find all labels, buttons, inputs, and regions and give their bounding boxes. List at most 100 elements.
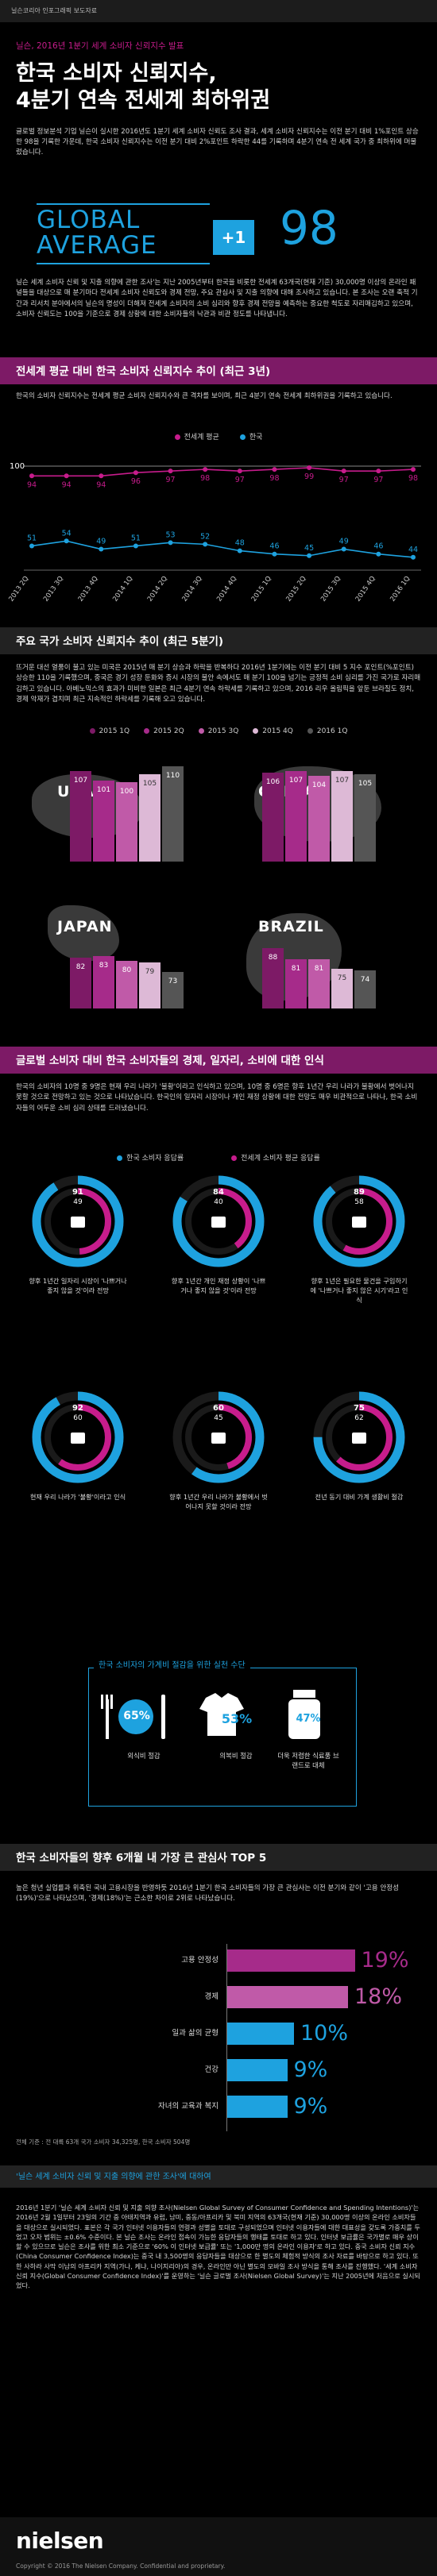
country-bar-label: 79 [145, 968, 155, 976]
series-1-label: 49 [96, 538, 106, 546]
bar-legend-label: 2015 1Q [99, 727, 130, 735]
top5-category-label: 자녀의 교육과 복지 [158, 2102, 218, 2111]
savings-value-2: 53% [221, 1711, 253, 1726]
country-bar-label: 73 [168, 978, 177, 985]
country-bar-label: 81 [315, 965, 323, 973]
country-bar-label: 80 [122, 966, 132, 974]
country-bar [285, 771, 307, 862]
badge-rule-top [37, 203, 210, 205]
series-1-label: 46 [269, 542, 279, 551]
country-bar [285, 959, 307, 1008]
top5-value-label: 10% [300, 2021, 349, 2046]
series-1-label: 44 [408, 546, 418, 554]
donut-caption-4: 현재 우리 나라가 '불황'이라고 인식 [29, 1493, 126, 1501]
donut-caption-6: 전년 동기 대비 가계 생활비 절감 [315, 1493, 404, 1501]
section1-title: 전세계 평균 대비 한국 소비자 신뢰지수 추이 (최근 3년) [0, 357, 437, 384]
country-bar-label: 83 [99, 962, 108, 970]
country-bar-label: 105 [358, 780, 372, 788]
series-0-point [168, 469, 173, 474]
country-bar [70, 958, 91, 1008]
country-bar [162, 766, 184, 862]
savings-label-1: 외식비 절감 [127, 1752, 160, 1760]
section5-paragraph: 2016년 1분기 '닐슨 세계 소비자 신뢰 및 지출 의향 조사(Niels… [16, 2204, 420, 2290]
section1-paragraph: 한국의 소비자 신뢰지수는 전세계 평균 소비자 신뢰지수와 큰 격차를 보이며… [16, 392, 393, 400]
series-0-label: 94 [96, 480, 106, 489]
section3-paragraph: 한국의 소비자의 10명 중 9명은 현재 우리 나라가 '불황'이라고 인식하… [16, 1083, 418, 1113]
badge-rule-bottom [37, 263, 210, 264]
country-bar [93, 781, 114, 862]
x-tick-label: 2015 3Q [319, 575, 342, 604]
global-average-value: 98 [280, 201, 338, 255]
country-bar-chart: 107 101 100 105 110 106 107 104 107 105 82 83 80 79 73… [70, 766, 376, 1008]
bar-legend-marker [198, 728, 204, 734]
country-bar [70, 771, 91, 862]
country-bar [308, 776, 330, 862]
top5-value-label: 9% [293, 2094, 328, 2119]
country-bar-label: 82 [76, 963, 85, 971]
korea-value-label: 60 [213, 1404, 224, 1413]
country-bar [162, 972, 184, 1008]
hero-lead: 글로벌 정보분석 기업 닐슨이 실시한 2016년도 1분기 세계 소비자 신뢰… [16, 127, 419, 157]
x-tick-label: 2013 2Q [7, 575, 30, 604]
series-0-label: 98 [200, 474, 210, 483]
country-bar-label: 100 [120, 788, 133, 796]
top5-bar [226, 1986, 348, 2008]
global-value-label: 45 [214, 1414, 222, 1422]
legend-korea-label: 한국 [249, 434, 263, 442]
series-0-point [411, 467, 416, 472]
global-line2: AVERAGE [37, 230, 157, 260]
bar-legend-marker [253, 728, 259, 734]
series-0-point [307, 465, 312, 471]
series-1-point [64, 538, 69, 544]
chart-down-icon-glyph [71, 1433, 85, 1444]
series-1-label: 53 [165, 530, 175, 539]
bar-legend-marker [307, 728, 313, 734]
shirt-icon [199, 1693, 244, 1736]
bar-legend-item: 2015 1Q [89, 727, 130, 738]
donut-legend: 한국 소비자 응답률 전세계 소비자 평균 응답률 [0, 1154, 437, 1165]
series-0-point [29, 473, 34, 479]
bar-legend-item: 2015 2Q [144, 727, 184, 738]
country-bar [354, 774, 376, 862]
global-arc [44, 1188, 111, 1255]
series-1-label: 49 [339, 538, 349, 546]
series-1-label: 51 [27, 534, 37, 542]
donut-legend-global-label: 전세계 소비자 평균 응답률 [241, 1155, 320, 1163]
korea-arc [313, 1175, 405, 1267]
x-tick-label: 2013 4Q [77, 575, 100, 604]
bar-legend-marker [89, 728, 95, 734]
country-bar-label: 74 [361, 976, 370, 984]
korea-arc [172, 1175, 265, 1267]
x-tick-label: 2015 1Q [250, 575, 273, 604]
section4-note: 전체 기준 : 전 대륙 63개 국가 소비자 34,325명, 한국 소비자 … [16, 2138, 191, 2146]
series-1-point [411, 554, 416, 560]
series-1-label: 51 [131, 534, 141, 542]
savings-icons [101, 1690, 320, 1739]
global-value-label: 49 [73, 1198, 83, 1206]
series-0-point [272, 467, 277, 472]
country-bar-label: 101 [97, 786, 110, 794]
hero: 닐슨, 2016년 1분기 세계 소비자 신뢰지수 발표 한국 소비자 신뢰지수… [0, 22, 437, 159]
korea-value-label: 75 [354, 1404, 365, 1413]
series-0-label: 99 [304, 472, 314, 481]
section4-title: 한국 소비자들의 향후 6개월 내 가장 큰 관심사 TOP 5 [0, 1844, 437, 1871]
series-1-point [272, 551, 277, 557]
series-0-label: 97 [373, 476, 383, 484]
country-label-japan: JAPAN [57, 918, 113, 935]
donut-legend-global: 전세계 소비자 평균 응답률 [231, 1154, 320, 1165]
bar-legend-item: 2015 3Q [198, 727, 238, 738]
section3-title: 글로벌 소비자 대비 한국 소비자들의 경제, 일자리, 소비에 대한 인식 [0, 1047, 437, 1074]
legend-global-marker [174, 434, 180, 440]
x-tick-label: 2015 4Q [354, 575, 377, 604]
series-1-point [203, 542, 208, 547]
savings-label-2: 의복비 절감 [219, 1752, 253, 1760]
section2-title: 주요 국가 소비자 신뢰지수 추이 (최근 5분기) [0, 627, 437, 654]
x-tick-label: 2016 1Q [389, 575, 412, 604]
global-arc [326, 1188, 393, 1255]
piggy-bank-icon-glyph [352, 1433, 366, 1444]
series-line-0 [32, 467, 414, 477]
legend-global: 전세계 평균 [174, 433, 219, 444]
hero-title-line1: 한국 소비자 신뢰지수, [16, 61, 217, 87]
top5-category-label: 고용 안정성 [181, 1956, 218, 1965]
